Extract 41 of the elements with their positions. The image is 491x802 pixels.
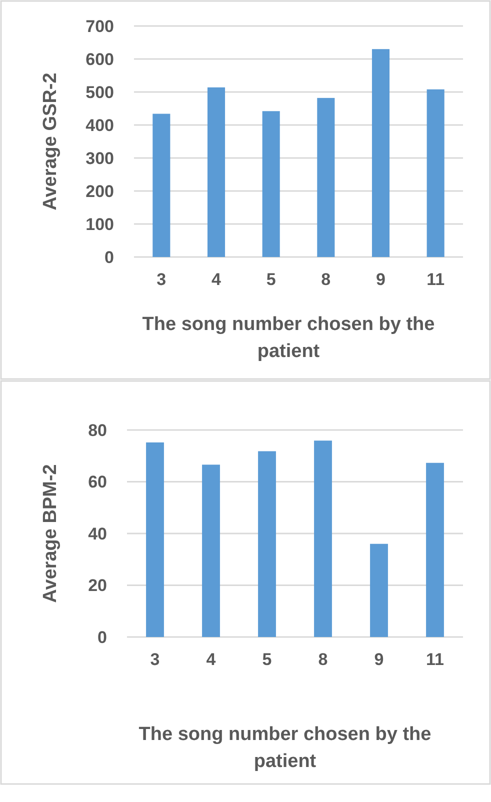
x-tick-label: 11 xyxy=(426,650,444,669)
y-tick-label: 0 xyxy=(98,628,107,647)
bar xyxy=(426,462,444,637)
y-tick-label: 80 xyxy=(88,420,107,440)
bar xyxy=(258,451,276,637)
x-tick-label: 11 xyxy=(426,270,445,289)
bar xyxy=(262,111,280,257)
x-axis-title: The song number chosen by the patient xyxy=(138,724,432,772)
y-tick-label: 500 xyxy=(86,82,114,102)
x-tick-label: 4 xyxy=(206,650,216,669)
x-tick-label: 9 xyxy=(376,270,386,289)
bar xyxy=(314,440,332,637)
y-tick-label: 400 xyxy=(86,116,114,135)
x-tick-label: 8 xyxy=(318,650,328,669)
y-axis-title: Average BPM-2 xyxy=(40,464,61,603)
x-tick-label: 5 xyxy=(262,650,272,669)
x-tick-label: 8 xyxy=(321,270,331,289)
x-tick-label: 4 xyxy=(212,270,222,289)
y-tick-label: 40 xyxy=(88,524,107,544)
y-axis-title: Average GSR-2 xyxy=(40,72,61,210)
x-tick-label: 3 xyxy=(150,650,160,669)
bar xyxy=(146,442,164,637)
y-tick-label: 20 xyxy=(88,576,107,596)
y-tick-label: 0 xyxy=(104,248,114,267)
bar xyxy=(207,87,226,257)
x-tick-label: 3 xyxy=(156,270,166,289)
bar xyxy=(426,89,444,257)
x-axis-title: The song number chosen by the patient xyxy=(142,314,435,362)
x-tick-label: 5 xyxy=(266,270,276,289)
y-tick-label: 700 xyxy=(86,16,114,36)
y-tick-label: 200 xyxy=(86,182,114,201)
y-tick-label: 600 xyxy=(86,50,114,69)
bar xyxy=(372,49,390,257)
x-tick-label: 9 xyxy=(374,650,384,669)
y-tick-label: 60 xyxy=(88,472,107,492)
bar xyxy=(370,544,388,637)
bar xyxy=(152,114,170,257)
bar xyxy=(317,98,335,257)
y-tick-label: 300 xyxy=(86,148,114,168)
bar xyxy=(202,464,220,637)
y-tick-label: 100 xyxy=(86,214,114,234)
